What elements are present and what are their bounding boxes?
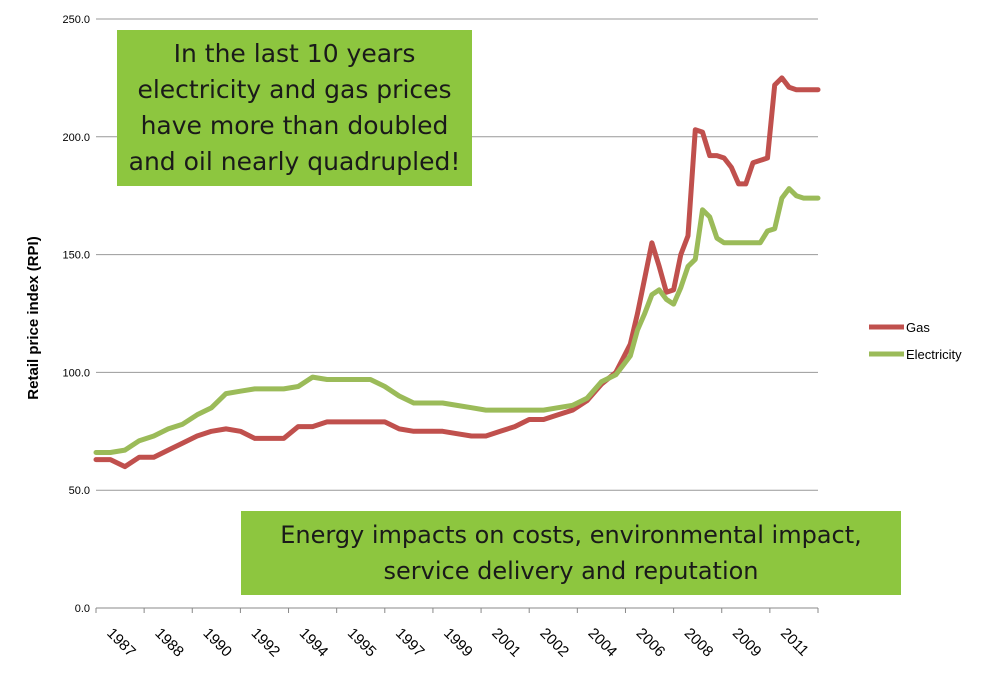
annotation-price-increase-text: In the last 10 years electricity and gas… <box>128 39 461 176</box>
x-tick-label: 2004 <box>585 625 621 661</box>
x-tick-label: 2008 <box>681 625 717 661</box>
y-tick-label: 250.0 <box>62 14 90 26</box>
x-tick-label: 2001 <box>488 625 524 661</box>
x-tick-label: 1994 <box>296 625 332 661</box>
legend-label-gas: Gas <box>906 320 930 335</box>
x-axis <box>95 607 819 613</box>
y-tick-label: 0.0 <box>75 603 90 615</box>
series-line-gas <box>93 75 821 470</box>
annotation-price-increase: In the last 10 years electricity and gas… <box>117 30 472 186</box>
x-tick-label: 2011 <box>777 625 812 660</box>
x-tick-label: 2002 <box>536 625 572 661</box>
y-tick-label: 150.0 <box>62 250 90 262</box>
x-tick-label: 1987 <box>103 625 139 661</box>
y-axis-label: Retail price index (RPI) <box>25 236 42 399</box>
y-tick-label: 200.0 <box>62 132 90 144</box>
legend-label-electricity: Electricity <box>906 347 962 362</box>
y-tick-label: 100.0 <box>62 367 90 379</box>
legend: Gas Electricity <box>869 320 962 362</box>
x-tick-label: 1990 <box>200 625 236 661</box>
y-tick-label: 50.0 <box>69 485 90 497</box>
y-tick-labels: 0.0 50.0 100.0 150.0 200.0 250.0 <box>62 14 90 615</box>
x-tick-label: 1995 <box>344 625 380 661</box>
x-tick-label: 1997 <box>392 625 428 661</box>
x-tick-label: 1999 <box>440 625 476 661</box>
x-tick-label: 1988 <box>151 625 187 661</box>
x-tick-labels: 1987 1988 1990 1992 1994 1995 1997 1999 2001 2002… <box>103 625 812 661</box>
x-tick-label: 1992 <box>248 625 284 661</box>
annotation-energy-impacts: Energy impacts on costs, environmental i… <box>241 511 901 595</box>
x-tick-label: 2009 <box>729 625 765 661</box>
annotation-energy-impacts-text: Energy impacts on costs, environmental i… <box>280 521 862 585</box>
x-tick-label: 2006 <box>633 625 669 661</box>
series-lines <box>93 75 821 470</box>
series-line-electricity <box>93 186 821 455</box>
